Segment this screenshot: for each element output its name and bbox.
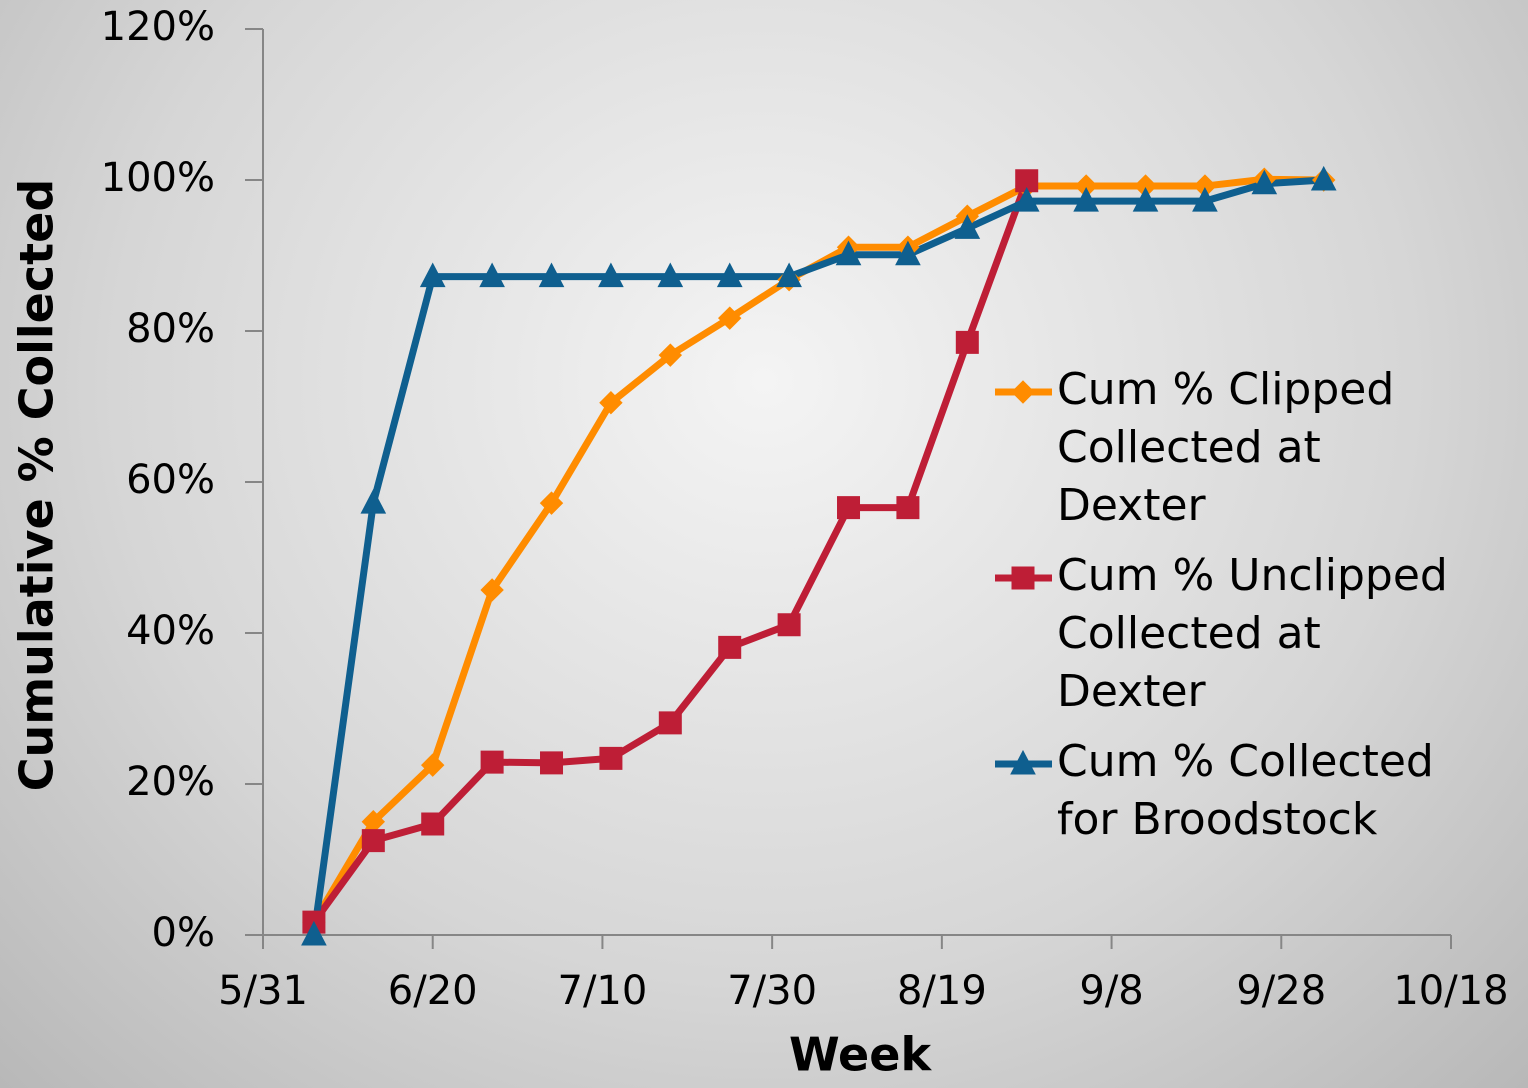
x-tick-label: 7/30 (727, 968, 817, 1014)
marker (1310, 165, 1337, 191)
series-line (311, 179, 1030, 925)
y-axis-label: Cumulative % Collected (10, 179, 64, 792)
marker (1073, 187, 1099, 212)
marker (480, 578, 504, 602)
y-tick-label: 0% (152, 910, 215, 956)
x-tick-label: 8/19 (897, 968, 987, 1014)
marker (1132, 187, 1159, 212)
x-tick-label: 5/31 (218, 968, 308, 1014)
marker (360, 489, 387, 514)
marker (538, 262, 565, 288)
marker (718, 635, 742, 659)
marker (421, 753, 445, 777)
marker (657, 262, 684, 288)
marker (599, 391, 623, 415)
marker (954, 214, 981, 239)
legend-label: Cum % Clipped Collected at Dexter (1057, 364, 1394, 531)
marker (419, 262, 446, 288)
y-tick-label: 80% (126, 306, 215, 352)
marker (1192, 187, 1218, 212)
marker (480, 750, 504, 774)
marker (361, 829, 385, 853)
x-axis-label: Week (789, 1028, 932, 1082)
marker (658, 343, 683, 367)
marker (1251, 169, 1278, 195)
marker (776, 262, 802, 288)
marker (1015, 169, 1039, 193)
x-tick-label: 9/8 (1079, 968, 1143, 1014)
marker (598, 262, 624, 288)
x-tick-label: 7/10 (558, 968, 648, 1014)
legend-label: Cum % Collected for Broodstock (1057, 736, 1434, 845)
marker (895, 240, 921, 266)
marker (540, 751, 564, 775)
marker (718, 306, 742, 330)
series-line (310, 176, 1324, 936)
marker (777, 613, 801, 637)
marker (301, 920, 327, 946)
marker (599, 746, 623, 770)
marker (1011, 380, 1035, 404)
x-tick-label: 6/20 (388, 968, 478, 1014)
legend-label: Cum % Unclipped Collected at Dexter (1057, 550, 1448, 717)
marker (835, 240, 862, 266)
marker (1013, 187, 1040, 212)
marker (716, 262, 743, 288)
y-tick-label: 120% (101, 4, 215, 50)
y-tick-label: 100% (101, 155, 215, 201)
marker (1011, 566, 1035, 590)
marker (658, 711, 682, 735)
marker (1010, 749, 1036, 775)
marker (896, 496, 920, 520)
marker (955, 330, 979, 354)
y-tick-label: 20% (126, 759, 215, 805)
marker (479, 262, 505, 288)
y-tick-label: 60% (126, 457, 215, 503)
marker (421, 812, 445, 836)
marker (539, 491, 564, 515)
marker (837, 496, 861, 520)
y-tick-label: 40% (126, 608, 215, 654)
x-tick-label: 10/18 (1393, 968, 1508, 1014)
x-tick-label: 9/28 (1236, 968, 1326, 1014)
